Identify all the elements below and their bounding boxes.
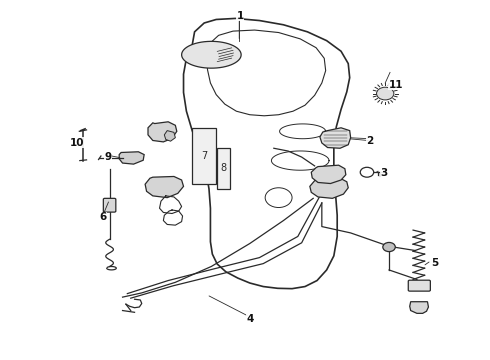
FancyBboxPatch shape bbox=[408, 280, 430, 291]
Text: 7: 7 bbox=[201, 151, 207, 161]
Text: 10: 10 bbox=[70, 138, 84, 148]
Polygon shape bbox=[320, 128, 351, 148]
Polygon shape bbox=[164, 131, 175, 141]
Polygon shape bbox=[310, 178, 348, 198]
Polygon shape bbox=[311, 165, 346, 184]
Polygon shape bbox=[182, 41, 241, 68]
Text: 5: 5 bbox=[431, 258, 438, 268]
FancyBboxPatch shape bbox=[103, 198, 116, 212]
Text: 9: 9 bbox=[104, 152, 112, 162]
Text: 1: 1 bbox=[237, 11, 244, 21]
Polygon shape bbox=[192, 128, 216, 184]
Circle shape bbox=[383, 242, 395, 252]
Circle shape bbox=[377, 87, 394, 100]
Polygon shape bbox=[148, 122, 177, 142]
Polygon shape bbox=[410, 302, 428, 313]
Polygon shape bbox=[119, 152, 144, 164]
Text: 6: 6 bbox=[100, 212, 107, 222]
Polygon shape bbox=[145, 176, 184, 198]
Text: 2: 2 bbox=[366, 136, 373, 146]
Text: 3: 3 bbox=[381, 168, 388, 178]
Text: 4: 4 bbox=[246, 314, 253, 324]
Text: 8: 8 bbox=[220, 163, 226, 174]
Text: 11: 11 bbox=[389, 80, 403, 90]
Polygon shape bbox=[217, 148, 230, 189]
